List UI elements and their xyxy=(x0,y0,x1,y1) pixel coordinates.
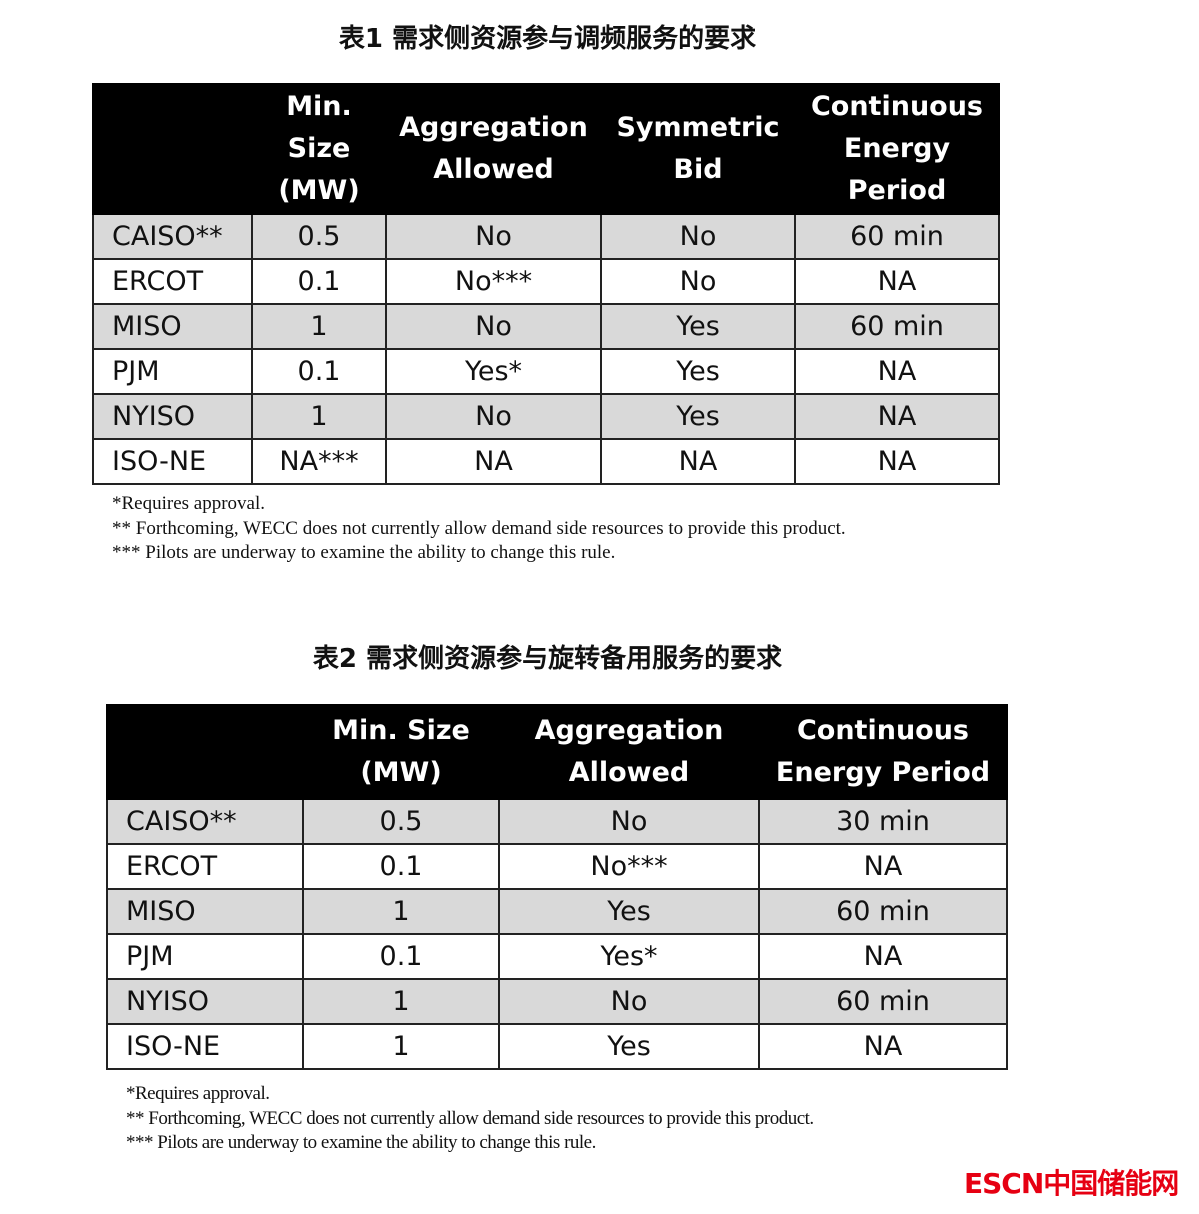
table-cell: NA xyxy=(794,258,1000,305)
table2-footnotes: *Requires approval. ** Forthcoming, WECC … xyxy=(126,1082,814,1156)
table-cell: NA xyxy=(794,393,1000,440)
footnote: *** Pilots are underway to examine the a… xyxy=(112,542,616,563)
table-cell: 60 min xyxy=(794,303,1000,350)
row-label: PJM xyxy=(92,348,253,395)
table-row: ISO-NE NA*** NA NA NA xyxy=(92,438,1000,485)
column-header: Continuous Energy Period xyxy=(758,704,1008,800)
table2: Min. Size (MW) Aggregation Allowed Continu… xyxy=(106,704,1008,1070)
table-cell: 1 xyxy=(251,303,387,350)
table-row: ERCOT 0.1 No*** NA xyxy=(106,843,1008,890)
column-header: Min. Size (MW) xyxy=(302,704,500,800)
table-cell: 30 min xyxy=(758,798,1008,845)
table2-header-row: Min. Size (MW) Aggregation Allowed Continu… xyxy=(106,704,1008,800)
table-cell: 60 min xyxy=(758,888,1008,935)
column-header xyxy=(106,704,304,800)
row-label: NYISO xyxy=(92,393,253,440)
row-label: ERCOT xyxy=(92,258,253,305)
table-cell: 1 xyxy=(251,393,387,440)
table-row: CAISO** 0.5 No No 60 min xyxy=(92,213,1000,260)
escn-logo: ESCN中国储能网 xyxy=(964,1167,1179,1200)
table-row: ISO-NE 1 Yes NA xyxy=(106,1023,1008,1070)
table2-title: 表2 需求侧资源参与旋转备用服务的要求 xyxy=(312,644,783,674)
table-cell: No xyxy=(498,978,760,1025)
row-label: ISO-NE xyxy=(106,1023,304,1070)
table-cell: Yes* xyxy=(385,348,602,395)
table-cell: 1 xyxy=(302,978,500,1025)
table-cell: 60 min xyxy=(794,213,1000,260)
table-cell: No xyxy=(600,213,796,260)
table-cell: No xyxy=(385,393,602,440)
table-cell: No xyxy=(498,798,760,845)
row-label: ERCOT xyxy=(106,843,304,890)
footnote: ** Forthcoming, WECC does not currently … xyxy=(126,1107,814,1129)
table-cell: No*** xyxy=(498,843,760,890)
table-cell: No xyxy=(600,258,796,305)
table-row: MISO 1 Yes 60 min xyxy=(106,888,1008,935)
table-row: NYISO 1 No 60 min xyxy=(106,978,1008,1025)
column-header: Aggregation Allowed xyxy=(385,83,602,215)
table-row: PJM 0.1 Yes* NA xyxy=(106,933,1008,980)
table-cell: Yes* xyxy=(498,933,760,980)
table-cell: 0.1 xyxy=(302,933,500,980)
table-cell: 0.1 xyxy=(251,348,387,395)
table-cell: NA xyxy=(758,843,1008,890)
table-cell: No xyxy=(385,213,602,260)
table-row: MISO 1 No Yes 60 min xyxy=(92,303,1000,350)
table1: Min. Size (MW) Aggregation Allowed Symmetr… xyxy=(92,83,1000,485)
table-row: CAISO** 0.5 No 30 min xyxy=(106,798,1008,845)
table-cell: 0.5 xyxy=(251,213,387,260)
column-header xyxy=(92,83,253,215)
table-cell: No xyxy=(385,303,602,350)
table-cell: NA xyxy=(385,438,602,485)
row-label: ISO-NE xyxy=(92,438,253,485)
row-label: CAISO** xyxy=(106,798,304,845)
row-label: MISO xyxy=(92,303,253,350)
table-cell: No*** xyxy=(385,258,602,305)
column-header: Continuous Energy Period xyxy=(794,83,1000,215)
table-cell: NA xyxy=(600,438,796,485)
column-header: Aggregation Allowed xyxy=(498,704,760,800)
footnote: *** Pilots are underway to examine the a… xyxy=(126,1132,596,1153)
table1-footnotes: *Requires approval. ** Forthcoming, WECC … xyxy=(112,492,846,566)
table-cell: NA xyxy=(794,438,1000,485)
footnote: *Requires approval. xyxy=(112,493,266,514)
table-row: ERCOT 0.1 No*** No NA xyxy=(92,258,1000,305)
row-label: PJM xyxy=(106,933,304,980)
table-cell: Yes xyxy=(600,303,796,350)
column-header: Symmetric Bid xyxy=(600,83,796,215)
table-row: NYISO 1 No Yes NA xyxy=(92,393,1000,440)
table-cell: 0.1 xyxy=(302,843,500,890)
table-cell: 0.5 xyxy=(302,798,500,845)
table-cell: NA xyxy=(794,348,1000,395)
table1-title: 表1 需求侧资源参与调频服务的要求 xyxy=(338,24,757,54)
footnote: ** Forthcoming, WECC does not currently … xyxy=(112,517,846,539)
table-cell: 60 min xyxy=(758,978,1008,1025)
table-cell: NA xyxy=(758,933,1008,980)
table1-header-row: Min. Size (MW) Aggregation Allowed Symmetr… xyxy=(92,83,1000,215)
table-cell: NA xyxy=(758,1023,1008,1070)
row-label: MISO xyxy=(106,888,304,935)
table-cell: NA*** xyxy=(251,438,387,485)
column-header: Min. Size (MW) xyxy=(251,83,387,215)
footnote: *Requires approval. xyxy=(126,1083,270,1104)
table-cell: 1 xyxy=(302,888,500,935)
table-cell: Yes xyxy=(498,1023,760,1070)
table-cell: Yes xyxy=(600,393,796,440)
table-cell: Yes xyxy=(600,348,796,395)
table-row: PJM 0.1 Yes* Yes NA xyxy=(92,348,1000,395)
row-label: CAISO** xyxy=(92,213,253,260)
table-cell: 1 xyxy=(302,1023,500,1070)
table-cell: 0.1 xyxy=(251,258,387,305)
row-label: NYISO xyxy=(106,978,304,1025)
table-cell: Yes xyxy=(498,888,760,935)
